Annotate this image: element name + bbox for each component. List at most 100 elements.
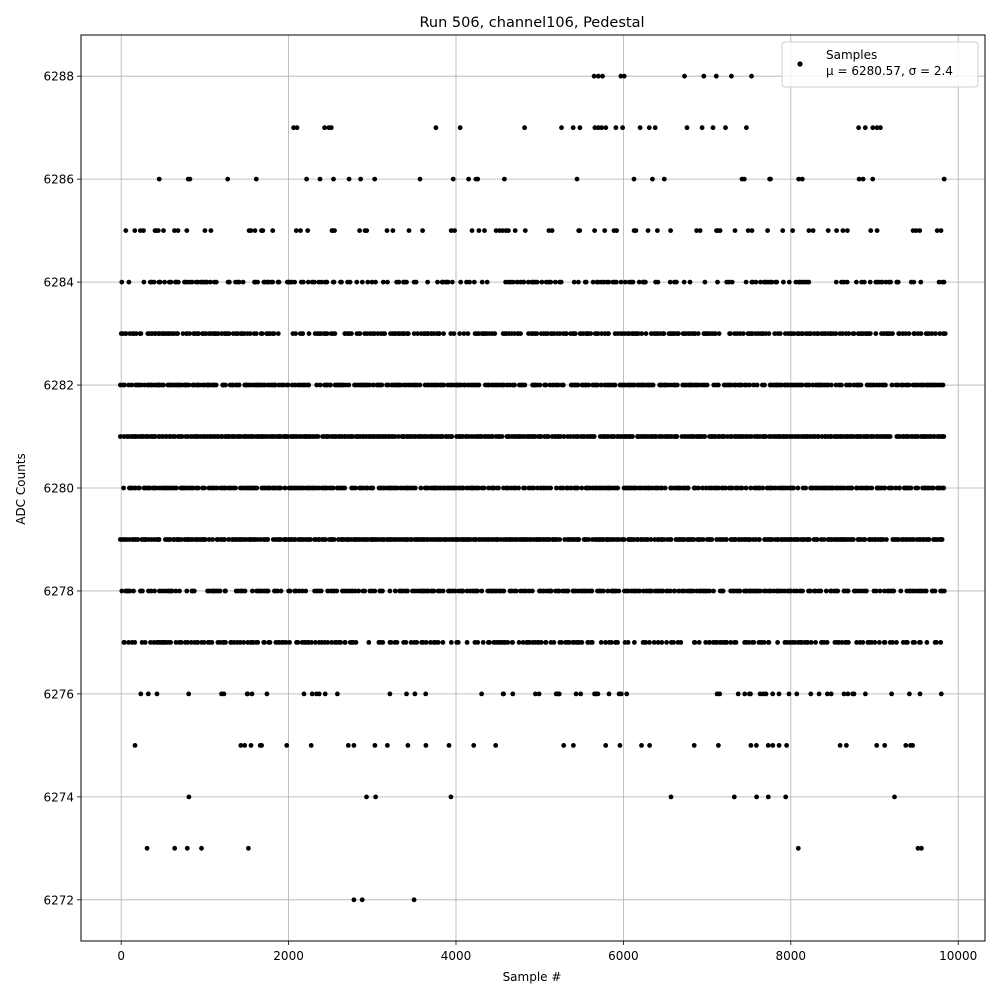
data-point: [599, 125, 604, 131]
data-point: [491, 485, 497, 491]
data-point: [879, 279, 885, 285]
data-point: [332, 331, 338, 336]
data-point: [423, 640, 429, 645]
y-tick-label: 6272: [43, 893, 74, 907]
data-point: [599, 331, 605, 336]
data-point: [844, 743, 849, 748]
data-point: [614, 228, 619, 234]
data-point: [699, 125, 705, 131]
data-point: [466, 176, 471, 182]
data-point: [573, 691, 579, 697]
data-point: [372, 176, 378, 182]
data-point: [729, 73, 734, 79]
data-point: [305, 279, 311, 285]
data-point: [639, 743, 644, 748]
data-point: [650, 382, 656, 388]
data-point: [560, 382, 566, 388]
data-point: [262, 382, 268, 388]
data-point: [659, 485, 665, 491]
data-point: [275, 331, 281, 336]
data-point: [555, 382, 561, 388]
data-point: [522, 228, 528, 234]
data-point: [306, 331, 312, 336]
data-point: [367, 382, 372, 388]
data-point: [620, 125, 625, 131]
data-point: [753, 279, 759, 285]
data-point: [380, 640, 386, 645]
data-point: [255, 640, 261, 645]
data-point: [763, 691, 769, 697]
data-point: [615, 485, 621, 491]
data-point: [425, 279, 430, 285]
data-point: [512, 382, 517, 388]
data-point: [860, 176, 866, 182]
data-point: [621, 537, 627, 542]
data-point: [828, 691, 834, 697]
data-point: [775, 640, 780, 645]
data-point: [538, 434, 544, 439]
data-point: [898, 588, 904, 594]
data-point: [293, 331, 298, 336]
data-point: [451, 331, 457, 336]
data-point: [500, 228, 505, 234]
data-point: [737, 588, 743, 594]
data-point: [236, 279, 242, 285]
data-point: [206, 537, 212, 542]
data-point: [548, 485, 553, 491]
data-point: [791, 331, 797, 336]
data-point: [394, 640, 400, 645]
data-point: [618, 691, 624, 697]
x-tick-label: 10000: [939, 949, 977, 963]
x-tick-label: 6000: [608, 949, 639, 963]
legend-box: [781, 41, 979, 88]
data-point: [294, 125, 300, 131]
data-point: [213, 279, 219, 285]
x-tick-label: 2000: [273, 949, 304, 963]
data-point: [890, 640, 895, 645]
data-point: [729, 485, 735, 491]
data-point: [184, 228, 190, 234]
data-point: [324, 331, 330, 336]
data-point: [808, 640, 814, 645]
data-point: [328, 382, 333, 388]
data-point: [543, 382, 549, 388]
data-point: [167, 537, 173, 542]
data-point: [223, 588, 228, 594]
data-point: [366, 640, 372, 645]
data-point: [840, 331, 845, 336]
data-point: [151, 279, 157, 285]
data-point: [799, 176, 805, 182]
data-point: [769, 537, 775, 542]
data-point: [676, 588, 682, 594]
data-point: [364, 228, 370, 234]
data-point: [475, 176, 481, 182]
data-point: [912, 331, 918, 336]
data-point: [696, 382, 702, 388]
data-point: [815, 331, 821, 336]
data-point: [691, 743, 697, 748]
data-point: [788, 588, 794, 594]
data-point: [681, 588, 687, 594]
data-point: [450, 176, 456, 182]
data-point: [616, 537, 622, 542]
data-point: [471, 743, 477, 748]
data-point: [372, 331, 377, 336]
data-point: [122, 640, 127, 645]
data-point: [716, 331, 722, 336]
data-point: [154, 691, 160, 697]
data-point: [579, 485, 585, 491]
data-point: [614, 279, 619, 285]
data-point: [448, 794, 454, 800]
data-point: [720, 588, 726, 594]
data-point: [618, 279, 624, 285]
data-point: [749, 228, 755, 234]
data-point: [700, 485, 705, 491]
data-point: [849, 485, 855, 491]
data-point: [178, 640, 184, 645]
data-point: [635, 331, 641, 336]
data-point: [702, 279, 708, 285]
data-point: [867, 331, 873, 336]
data-point: [800, 588, 805, 594]
data-point: [833, 331, 839, 336]
data-point: [384, 228, 390, 234]
